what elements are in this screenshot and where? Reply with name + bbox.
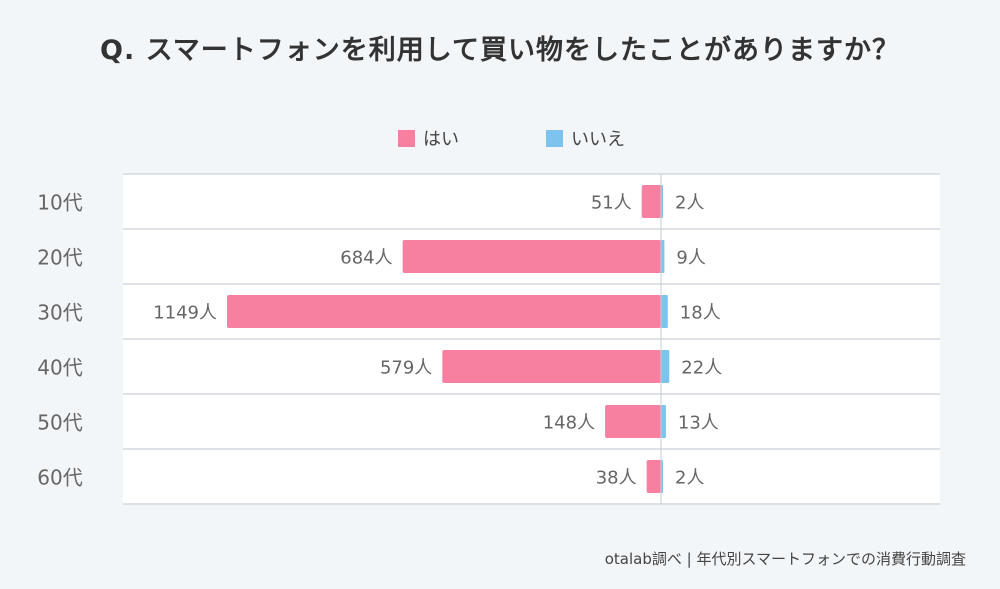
legend-item-yes: はい: [398, 125, 459, 151]
bar-yes: [227, 295, 661, 328]
category-label: 50代: [37, 411, 82, 435]
data-label-yes: 148人: [543, 413, 595, 434]
bar-no: [661, 295, 668, 328]
legend-label-yes: はい: [423, 129, 459, 150]
bar-yes: [442, 350, 661, 383]
legend-item-no: いいえ: [546, 125, 625, 151]
grid-lines: [123, 173, 940, 505]
category-label: 60代: [37, 466, 82, 490]
data-label-no: 9人: [676, 248, 705, 269]
data-label-yes: 684人: [340, 248, 392, 269]
legend-swatch-yes: [398, 129, 415, 147]
data-label-no: 18人: [680, 303, 721, 324]
labels: 10代 51人 2人 20代 684人 9人 30代 1149人 18人 40代 579人 22人 50…: [37, 191, 722, 490]
chart-title: Q. スマートフォンを利用して買い物をしたことがありますか？: [100, 35, 900, 66]
source-footer: otalab調べ | 年代別スマートフォンでの消費行動調査: [604, 550, 966, 568]
legend-label-no: いいえ: [571, 129, 625, 150]
data-label-no: 13人: [678, 413, 719, 434]
bar-no: [661, 350, 670, 383]
bar-no: [661, 405, 666, 438]
data-label-yes: 51人: [591, 193, 632, 214]
data-label-yes: 579人: [380, 358, 432, 379]
category-label: 20代: [37, 246, 82, 270]
legend-swatch-no: [546, 129, 563, 147]
data-label-no: 22人: [681, 358, 722, 379]
bar-yes: [605, 405, 661, 438]
bar-yes: [641, 185, 661, 218]
bar-no: [661, 240, 665, 273]
category-label: 10代: [37, 191, 82, 215]
bars: [227, 185, 670, 493]
bar-yes: [646, 460, 661, 493]
data-label-no: 2人: [675, 193, 704, 214]
bar-yes: [402, 240, 661, 273]
data-label-no: 2人: [675, 468, 704, 489]
category-label: 30代: [37, 301, 82, 325]
data-label-yes: 1149人: [153, 303, 217, 324]
category-label: 40代: [37, 356, 82, 380]
data-label-yes: 38人: [596, 468, 637, 489]
legend: はい いいえ: [0, 125, 1000, 151]
